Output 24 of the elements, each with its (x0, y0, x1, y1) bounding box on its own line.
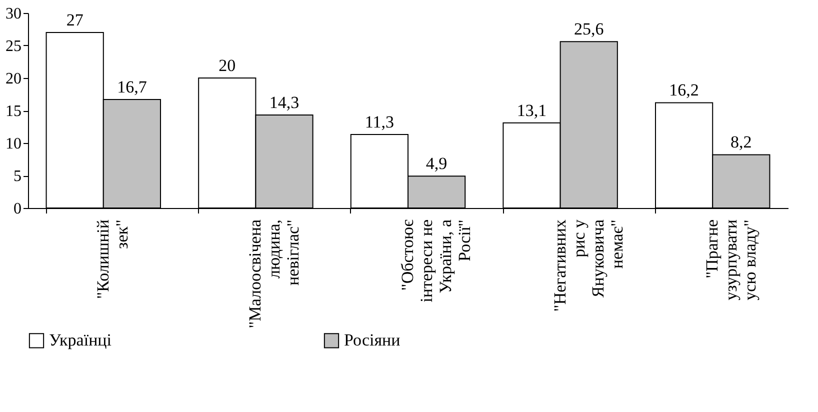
x-tick-label: "Обстоює інтереси не України, а Росії" (398, 218, 474, 302)
data-label: 16,7 (117, 77, 148, 96)
y-tick-label: 20 (6, 70, 22, 88)
y-tick-label: 5 (14, 168, 22, 185)
data-label: 20 (218, 56, 236, 75)
y-tick-label: 10 (6, 136, 22, 152)
y-tick-label: 25 (6, 38, 22, 55)
y-tick-label: 15 (6, 103, 22, 120)
legend-label: Росіяни (344, 330, 400, 350)
data-label: 11,3 (364, 112, 394, 132)
data-label: 14,3 (269, 93, 300, 112)
data-label: 13,1 (516, 100, 547, 120)
data-label: 4,9 (426, 154, 448, 174)
x-tick-label: "Прагне узурпувати усю владу" (702, 220, 760, 300)
x-tick-label: "Негативних рис у Януковича немає" (550, 219, 626, 312)
y-tick-label: 30 (6, 6, 22, 22)
x-tick-label: "Колишній зек" (93, 220, 132, 299)
data-label: 27 (66, 10, 84, 30)
data-label: 25,6 (574, 20, 604, 39)
y-tick-label: 0 (14, 200, 22, 218)
x-tick-label: "Малоосвічена людина, невіглас" (246, 219, 303, 328)
legend-label: Українці (49, 330, 112, 350)
data-label: 8,2 (730, 132, 752, 152)
data-label: 16,2 (669, 80, 699, 100)
